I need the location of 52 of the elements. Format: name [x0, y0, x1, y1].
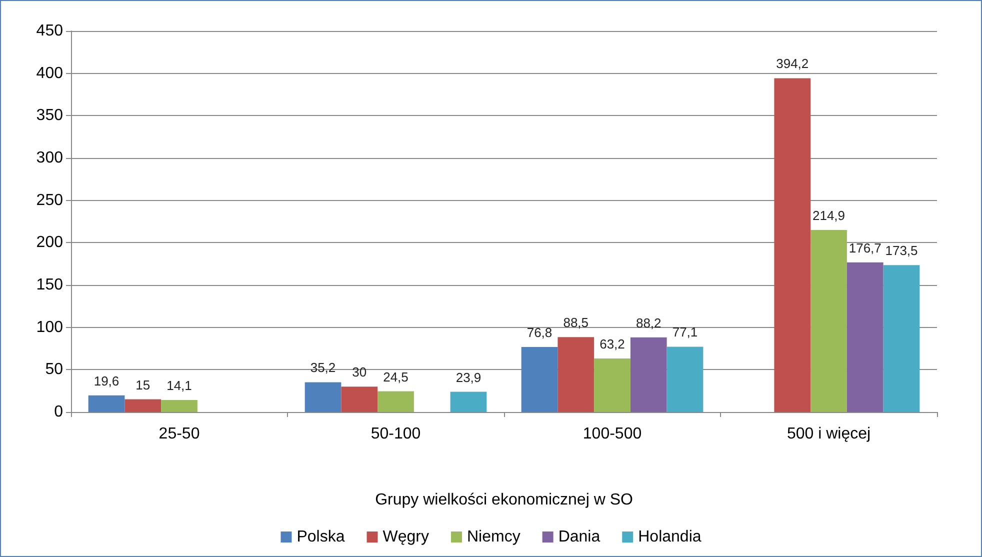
- bar: [521, 346, 558, 412]
- bar: [846, 262, 884, 412]
- data-label: 15: [136, 377, 150, 392]
- y-tick-label: 400: [36, 64, 64, 82]
- bar: [630, 337, 667, 412]
- y-tick-label: 0: [54, 404, 64, 420]
- data-label: 214,9: [812, 208, 846, 224]
- y-tick-label: 50: [45, 361, 64, 378]
- bar: [378, 391, 414, 412]
- data-label: 176,7: [848, 240, 882, 256]
- y-tick-label: 150: [36, 276, 64, 294]
- y-tick-label: 100: [36, 318, 64, 336]
- x-tick-label: 50-100: [370, 426, 421, 442]
- data-label: 88,2: [636, 315, 662, 330]
- legend-label: Dania: [558, 528, 600, 546]
- data-label: 88,5: [563, 315, 589, 330]
- bar: [161, 400, 198, 412]
- bar: [450, 392, 487, 412]
- bar: [304, 382, 342, 412]
- bar: [810, 230, 847, 412]
- data-label: 24,5: [383, 369, 408, 384]
- bar: [774, 78, 811, 412]
- y-tick-label: 350: [36, 107, 64, 124]
- data-label: 77,1: [672, 324, 698, 340]
- x-tick-label: 500 i więcej: [786, 426, 871, 442]
- data-label: 23,9: [456, 370, 482, 385]
- x-tick-label: 100-500: [582, 426, 642, 442]
- data-label: 173,5: [885, 243, 918, 258]
- y-tick-label: 200: [36, 234, 64, 252]
- data-label: 19,6: [94, 373, 120, 388]
- legend-label: Polska: [296, 528, 345, 546]
- y-tick-label: 300: [36, 150, 64, 166]
- x-tick-label: 25-50: [158, 426, 200, 442]
- bar: [666, 346, 704, 412]
- bar: [124, 399, 162, 412]
- data-label: 30: [352, 364, 367, 380]
- legend-label: Holandia: [638, 528, 702, 546]
- data-label: 35,2: [310, 360, 336, 376]
- y-tick-label: 250: [36, 192, 64, 209]
- y-tick-label: 450: [36, 22, 64, 40]
- bar: [558, 337, 594, 412]
- data-label: 14,1: [166, 378, 192, 394]
- data-label: 394,2: [776, 56, 809, 72]
- legend-label: Węgry: [382, 528, 429, 546]
- bar: [883, 265, 920, 412]
- bar: [341, 386, 378, 412]
- x-axis-title: Grupy wielkości ekonomicznej w SO: [375, 492, 633, 508]
- bar: [594, 358, 630, 412]
- data-label: 76,8: [526, 324, 552, 340]
- data-label: 63,2: [600, 336, 625, 352]
- bar: [88, 395, 125, 412]
- legend-label: Niemcy: [466, 528, 520, 546]
